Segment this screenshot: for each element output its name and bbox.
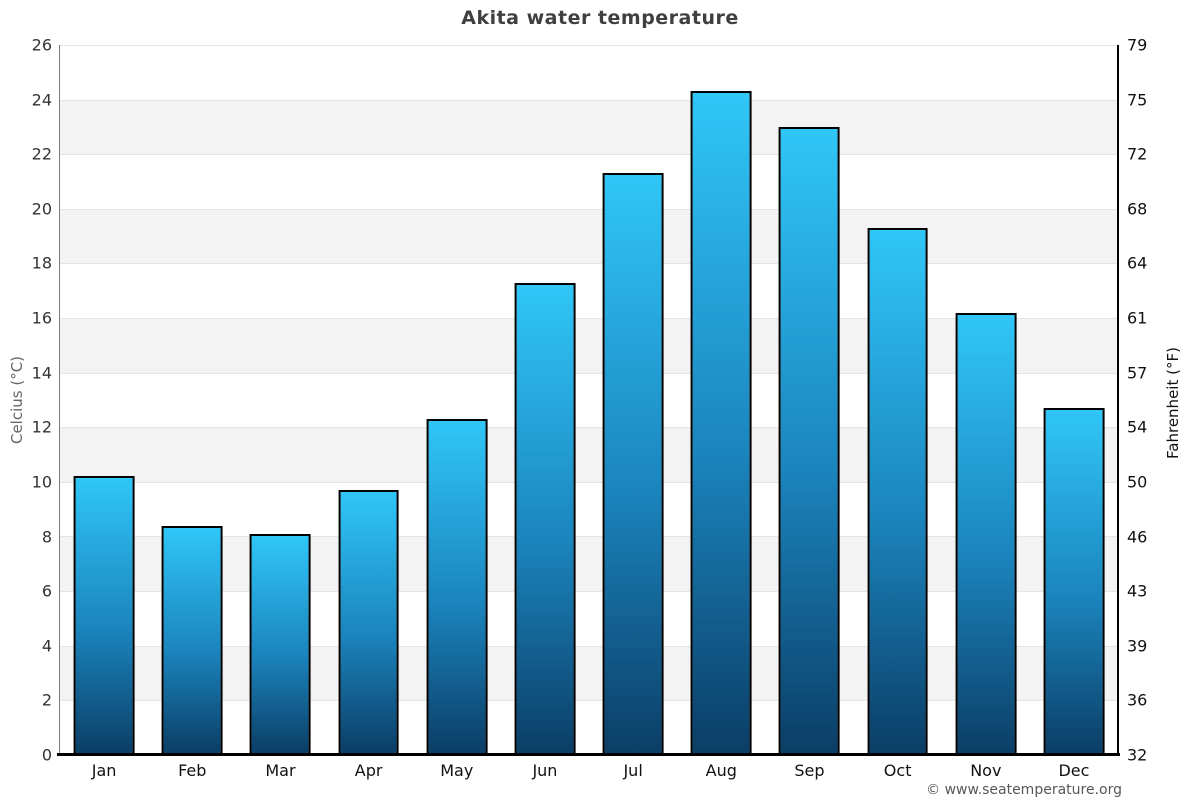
ytick-celsius-20: 20 [31, 199, 52, 219]
ytick-celsius-22: 22 [31, 144, 52, 164]
ytick-fahrenheit-57: 57 [1127, 363, 1148, 383]
bar-nov [955, 312, 1017, 755]
plot-band [60, 591, 1118, 646]
plot-area [60, 45, 1118, 755]
plot-band [60, 645, 1118, 701]
ytick-celsius-26: 26 [31, 35, 52, 55]
bar-slot-dec [1030, 45, 1118, 755]
y-axis-title-fahrenheit: Fahrenheit (°F) [1164, 347, 1182, 459]
ytick-fahrenheit-46: 46 [1127, 527, 1148, 547]
bar-feb [161, 525, 223, 755]
ytick-fahrenheit-68: 68 [1127, 199, 1148, 219]
x-label-sep: Sep [794, 761, 825, 780]
ytick-fahrenheit-43: 43 [1127, 581, 1148, 601]
y-axis-right-line [1117, 45, 1119, 755]
x-label-feb: Feb [178, 761, 207, 780]
bar-aug [690, 91, 752, 755]
x-label-nov: Nov [970, 761, 1002, 780]
x-axis-line [57, 753, 1120, 756]
bar-dec [1043, 408, 1105, 755]
ytick-celsius-2: 2 [41, 690, 52, 710]
bar-sep [779, 126, 840, 755]
bar-slot-mar [236, 45, 324, 755]
x-label-oct: Oct [883, 761, 912, 780]
plot-band [60, 263, 1118, 319]
plot-band [60, 481, 1118, 537]
ytick-celsius-16: 16 [31, 308, 52, 328]
bar-jul [602, 173, 664, 755]
x-label-jan: Jan [91, 761, 117, 780]
plot-band [60, 45, 1118, 100]
ytick-celsius-14: 14 [31, 363, 52, 383]
ytick-celsius-8: 8 [41, 527, 52, 547]
y-axis-title-celsius: Celcius (°C) [8, 355, 26, 445]
plot-band [60, 154, 1118, 209]
bar-slot-oct [854, 45, 942, 755]
bar-may [426, 419, 488, 755]
ytick-fahrenheit-36: 36 [1127, 690, 1148, 710]
x-label-aug: Aug [705, 761, 737, 780]
ytick-celsius-24: 24 [31, 90, 52, 110]
bar-slot-jun [501, 45, 589, 755]
ytick-fahrenheit-32: 32 [1127, 745, 1148, 765]
bar-slot-nov [942, 45, 1030, 755]
copyright-text: © www.seatemperature.org [926, 782, 1122, 798]
bar-jun [514, 282, 576, 755]
x-axis-labels: Jan Feb Mar Apr May Jun Jul Aug Sep Oct Nov Dec [60, 761, 1118, 780]
bar-slot-apr [325, 45, 413, 755]
bar-slot-sep [765, 45, 853, 755]
ytick-celsius-10: 10 [31, 472, 52, 492]
ytick-fahrenheit-61: 61 [1127, 308, 1148, 328]
ytick-fahrenheit-50: 50 [1127, 472, 1148, 492]
ytick-celsius-12: 12 [31, 417, 52, 437]
x-label-dec: Dec [1058, 761, 1090, 780]
ytick-fahrenheit-64: 64 [1127, 253, 1148, 273]
plot-band [60, 427, 1118, 482]
bar-oct [867, 227, 929, 755]
bar-mar [250, 533, 311, 755]
x-label-apr: Apr [354, 761, 383, 780]
plot-band [60, 318, 1118, 373]
y-axis-left-line [59, 45, 60, 755]
bar-slot-feb [148, 45, 236, 755]
plot-band [60, 99, 1118, 155]
bar-slot-aug [677, 45, 765, 755]
plot-band [60, 700, 1118, 755]
x-label-mar: Mar [265, 761, 296, 780]
bar-apr [338, 490, 400, 755]
ytick-fahrenheit-39: 39 [1127, 636, 1148, 656]
bar-slot-jan [60, 45, 148, 755]
ytick-celsius-4: 4 [41, 636, 52, 656]
ytick-fahrenheit-79: 79 [1127, 35, 1148, 55]
bars-layer [60, 45, 1118, 755]
plot-band [60, 536, 1118, 592]
plot-band [60, 208, 1118, 264]
x-label-may: May [440, 761, 474, 780]
bar-jan [73, 476, 135, 755]
ytick-celsius-6: 6 [41, 581, 52, 601]
bar-slot-may [413, 45, 501, 755]
background-bands [60, 45, 1118, 755]
x-label-jul: Jul [623, 761, 643, 780]
ytick-fahrenheit-54: 54 [1127, 417, 1148, 437]
bar-slot-jul [589, 45, 677, 755]
ytick-celsius-18: 18 [31, 253, 52, 273]
ytick-fahrenheit-75: 75 [1127, 90, 1148, 110]
x-label-jun: Jun [532, 761, 558, 780]
plot-band [60, 372, 1118, 428]
ytick-celsius-0: 0 [41, 745, 52, 765]
ytick-fahrenheit-72: 72 [1127, 144, 1148, 164]
chart-title: Akita water temperature [461, 7, 739, 29]
